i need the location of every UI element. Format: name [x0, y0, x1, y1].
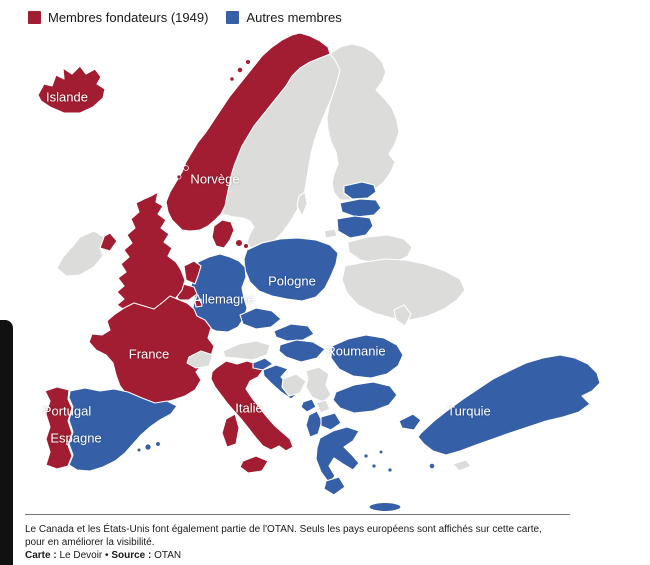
country-bosnia — [281, 373, 307, 397]
country-north-macedonia — [320, 412, 342, 431]
country-switzerland — [186, 350, 214, 369]
island-sicily — [239, 455, 269, 474]
island-gotland — [296, 191, 308, 217]
country-portugal — [44, 386, 73, 470]
country-denmark — [211, 219, 235, 249]
region-kosovo — [315, 399, 331, 414]
legend-swatch-founding-members — [28, 11, 41, 24]
country-belarus — [347, 234, 413, 264]
country-france — [88, 295, 215, 406]
country-finland — [326, 43, 400, 201]
country-czechia — [239, 307, 282, 330]
credit-separator: • — [102, 550, 112, 562]
footer-credits: Carte : Le Devoir • Source : OTAN — [25, 550, 650, 561]
norway-coastal-island — [237, 67, 243, 73]
credit-map-label: Carte : — [25, 550, 57, 562]
country-spain — [68, 387, 178, 472]
legend-label-founding-members: Membres fondateurs (1949) — [48, 10, 209, 25]
country-albania — [305, 410, 323, 438]
balearic-island — [144, 443, 152, 451]
country-greece — [315, 426, 360, 484]
island-crete — [368, 501, 402, 513]
credit-source-value: OTAN — [151, 550, 182, 562]
country-slovenia — [252, 357, 274, 371]
aegean-island — [387, 467, 393, 473]
denmark-island — [235, 239, 243, 247]
credit-source-label: Source : — [111, 550, 152, 562]
legend-item-other: Autres membres — [226, 10, 342, 25]
country-luxembourg — [194, 298, 203, 308]
credit-map-value: Le Devoir — [56, 550, 103, 562]
balearic-island — [155, 441, 161, 447]
footer-note: Le Canada et les États-Unis font égaleme… — [25, 524, 542, 549]
norway-coastal-island — [245, 59, 251, 65]
norway-coastal-island — [229, 76, 235, 82]
orkney-island — [176, 174, 182, 180]
country-romania — [330, 334, 404, 379]
legend-label-other-members: Autres membres — [246, 10, 342, 25]
country-poland — [243, 237, 339, 302]
country-norway — [165, 32, 331, 232]
country-austria — [222, 340, 271, 361]
country-latvia — [339, 198, 382, 218]
country-estonia — [343, 181, 377, 200]
left-edge-scrollbar[interactable] — [0, 320, 13, 565]
shetland-island — [183, 165, 189, 171]
region-turkey-thrace — [398, 413, 422, 431]
aegean-island — [363, 453, 369, 459]
country-netherlands — [183, 260, 202, 285]
country-ukraine — [341, 258, 466, 321]
map-marker-dot — [44, 421, 50, 427]
island-rhodes — [429, 463, 435, 469]
country-montenegro — [300, 398, 317, 413]
country-iceland — [37, 65, 106, 114]
footer-divider — [25, 514, 570, 515]
country-serbia — [305, 366, 332, 403]
aegean-island — [371, 463, 377, 469]
country-ireland — [56, 230, 105, 277]
region-peloponnese — [323, 476, 346, 496]
country-moldova — [393, 304, 412, 327]
balearic-island — [136, 447, 142, 453]
legend: Membres fondateurs (1949) Autres membres — [28, 10, 342, 25]
country-lithuania — [336, 215, 374, 239]
country-cyprus — [452, 459, 472, 472]
legend-swatch-other-members — [226, 11, 240, 24]
region-kaliningrad — [323, 228, 338, 239]
footer: Le Canada et les États-Unis font égaleme… — [0, 514, 650, 562]
aegean-island — [378, 449, 384, 455]
country-bulgaria — [332, 381, 398, 414]
denmark-island — [243, 243, 249, 249]
country-hungary — [278, 339, 326, 363]
island-sardinia — [221, 413, 240, 448]
country-slovakia — [273, 323, 315, 342]
country-turkey — [417, 354, 601, 456]
legend-item-founding: Membres fondateurs (1949) — [28, 10, 208, 25]
